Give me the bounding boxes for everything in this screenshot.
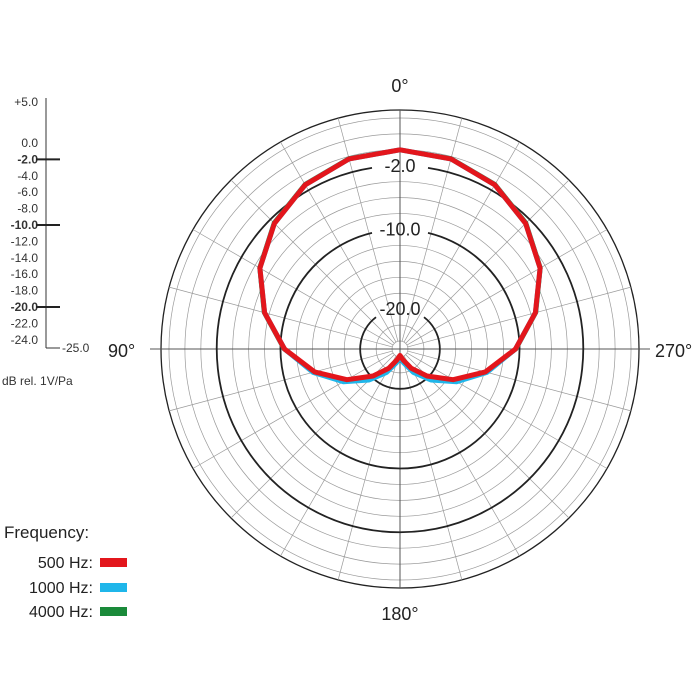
scale-tick-label: -12.0 xyxy=(11,234,39,248)
radial-line xyxy=(407,350,631,412)
angle-label: 0° xyxy=(391,76,408,96)
reference-ring xyxy=(359,316,441,390)
db-scale: -25.0 +5.0 0.0 -2.0 -4.0 -6.0 -8.0 -10.0 -12.0 -1… xyxy=(2,95,90,388)
radial-line xyxy=(192,352,394,469)
ring-label: -20.0 xyxy=(379,299,420,319)
radial-line xyxy=(337,118,399,342)
scale-tick-label: +5.0 xyxy=(14,95,38,109)
polar-curves xyxy=(257,147,543,385)
radial-line xyxy=(169,350,393,412)
legend-swatch xyxy=(100,558,127,567)
legend-label: 500 Hz: xyxy=(38,555,93,572)
scale-tick-label: -4.0 xyxy=(17,169,38,183)
radial-line xyxy=(401,356,463,580)
unit-label: dB rel. 1V/Pa xyxy=(2,374,73,388)
reference-ring xyxy=(215,167,585,534)
scale-tick-label: -20.0 xyxy=(11,300,39,314)
ring-label: -2.0 xyxy=(384,156,415,176)
scale-tick-label: -10.0 xyxy=(11,218,39,232)
legend-swatch xyxy=(100,583,127,592)
radial-line xyxy=(407,286,631,348)
legend: Frequency: 500 Hz: 1000 Hz: 4000 Hz: xyxy=(4,523,127,621)
scale-tick-label: -22.0 xyxy=(11,316,39,330)
radial-line xyxy=(192,229,394,346)
scale-tick-label: -2.0 xyxy=(17,152,38,166)
radial-line xyxy=(406,352,608,469)
radial-line xyxy=(406,229,608,346)
polar-labels: -2.0 -10.0 -20.0 0° 90° 180° 270° xyxy=(108,76,692,624)
scale-tick-label: -8.0 xyxy=(17,202,38,216)
radial-line xyxy=(280,141,397,343)
series-curve-0 xyxy=(257,147,543,383)
radial-line xyxy=(169,286,393,348)
radial-line xyxy=(403,355,520,557)
radial-line xyxy=(337,356,399,580)
angle-label: 270° xyxy=(655,341,692,361)
scale-tick-label: -18.0 xyxy=(11,284,39,298)
scale-tick-label: -14.0 xyxy=(11,251,39,265)
ring-label: -10.0 xyxy=(379,220,420,240)
scale-tick-label: 0.0 xyxy=(21,136,38,150)
polar-grid xyxy=(150,109,650,589)
legend-title: Frequency: xyxy=(4,523,89,542)
radial-line xyxy=(230,179,395,344)
legend-label: 4000 Hz: xyxy=(29,604,93,621)
legend-swatch xyxy=(100,607,127,616)
scale-tick-label: -25.0 xyxy=(62,341,90,355)
scale-tick-label: -6.0 xyxy=(17,185,38,199)
legend-label: 1000 Hz: xyxy=(29,580,93,597)
angle-label: 180° xyxy=(381,604,418,624)
scale-tick-label: -24.0 xyxy=(11,333,39,347)
reference-ring xyxy=(279,231,521,470)
radial-line xyxy=(401,118,463,342)
angle-label: 90° xyxy=(108,341,135,361)
radial-line xyxy=(280,355,397,557)
radial-line xyxy=(405,179,570,344)
scale-tick-label: -16.0 xyxy=(11,267,39,281)
radial-line xyxy=(403,141,520,343)
